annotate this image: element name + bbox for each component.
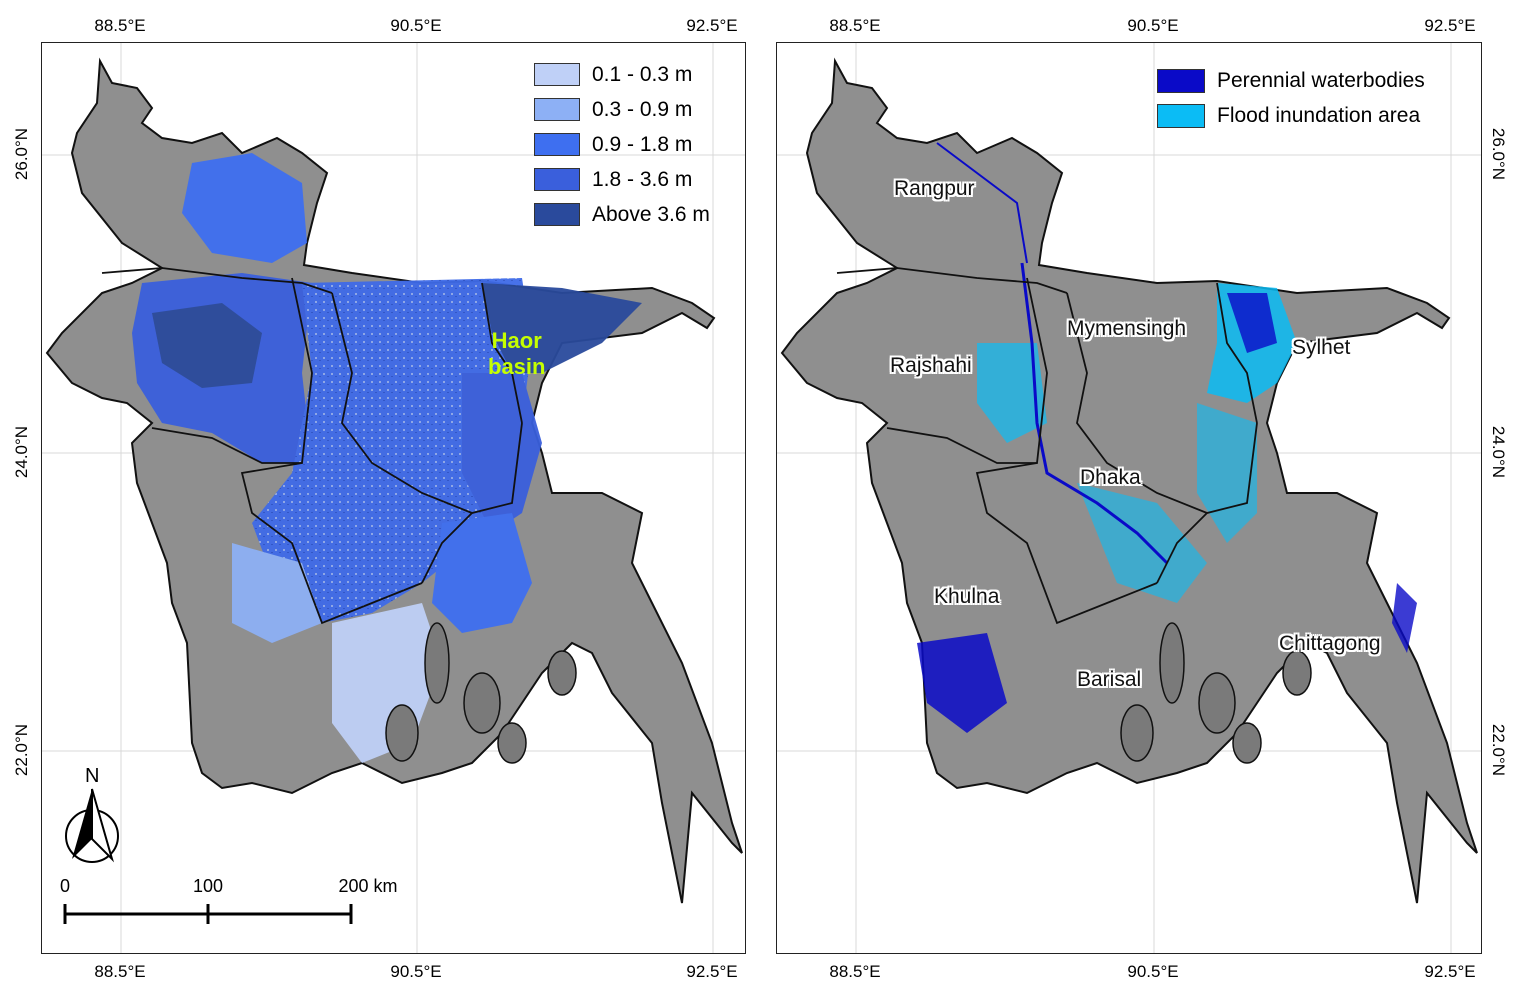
coastal-islands	[1120, 622, 1312, 764]
left-map-svg	[42, 43, 745, 953]
north-arrow-icon	[65, 788, 119, 863]
right-top-lon-3: 92.5°E	[1424, 16, 1476, 35]
legend-swatch	[534, 133, 580, 156]
right-map-panel: Perennial waterbodies Flood inundation a…	[776, 42, 1482, 954]
division-boundaries	[101, 267, 523, 625]
haor-line-2: basin	[488, 354, 546, 379]
division-label-rangpur: Rangpur	[894, 177, 975, 200]
legend-row-flood: Flood inundation area	[1157, 98, 1425, 133]
division-label-khulna: Khulna	[934, 585, 1000, 608]
right-lat-26: 26.0°N	[1489, 127, 1508, 181]
legend-label: 0.3 - 0.9 m	[592, 97, 693, 121]
left-bottom-lon-3: 92.5°E	[686, 962, 738, 981]
left-top-lon-2: 90.5°E	[390, 16, 442, 35]
coastal-islands	[385, 622, 577, 764]
haor-basin-label: Haor basin	[488, 328, 545, 380]
right-top-lon-1: 88.5°E	[829, 16, 881, 35]
scale-label-100: 100	[192, 876, 224, 896]
legend-label: Flood inundation area	[1217, 103, 1421, 127]
legend-row-perennial: Perennial waterbodies	[1157, 63, 1425, 98]
left-lat-24: 24.0°N	[12, 425, 31, 479]
flood-depth-overlay	[132, 153, 642, 763]
left-top-lon-1: 88.5°E	[94, 16, 146, 35]
left-bottom-lon-1: 88.5°E	[94, 962, 146, 981]
legend-label: 0.9 - 1.8 m	[592, 132, 693, 156]
legend-label: Perennial waterbodies	[1217, 68, 1425, 92]
right-top-lon-2: 90.5°E	[1127, 16, 1179, 35]
division-label-dhaka: Dhaka	[1080, 466, 1141, 489]
right-legend: Perennial waterbodies Flood inundation a…	[1157, 63, 1425, 133]
scale-bar	[63, 904, 353, 924]
legend-label: 0.1 - 0.3 m	[592, 62, 693, 86]
legend-swatch	[534, 98, 580, 121]
division-boundaries	[836, 267, 1258, 625]
legend-swatch	[534, 203, 580, 226]
legend-row-2: 0.3 - 0.9 m	[534, 92, 710, 127]
division-label-mymensingh: Mymensingh	[1067, 317, 1187, 340]
left-bottom-lon-2: 90.5°E	[390, 962, 442, 981]
scale-label-0: 0	[59, 876, 71, 896]
division-label-sylhet: Sylhet	[1292, 336, 1351, 359]
legend-swatch	[1157, 68, 1205, 93]
left-top-lon-3: 92.5°E	[686, 16, 738, 35]
haor-line-1: Haor	[491, 328, 542, 353]
right-map-svg	[777, 43, 1481, 953]
inundation-overlay	[917, 142, 1417, 733]
left-lat-22: 22.0°N	[12, 723, 31, 777]
left-legend: 0.1 - 0.3 m 0.3 - 0.9 m 0.9 - 1.8 m 1.8 …	[534, 57, 710, 232]
right-bottom-lon-1: 88.5°E	[829, 962, 881, 981]
legend-row-3: 0.9 - 1.8 m	[534, 127, 710, 162]
legend-row-4: 1.8 - 3.6 m	[534, 162, 710, 197]
legend-row-5: Above 3.6 m	[534, 197, 710, 232]
legend-swatch	[534, 168, 580, 191]
right-bottom-lon-3: 92.5°E	[1424, 962, 1476, 981]
left-map-panel: 0.1 - 0.3 m 0.3 - 0.9 m 0.9 - 1.8 m 1.8 …	[41, 42, 746, 954]
division-label-barisal: Barisal	[1077, 668, 1142, 691]
legend-row-1: 0.1 - 0.3 m	[534, 57, 710, 92]
north-label: N	[85, 765, 100, 787]
right-lat-22: 22.0°N	[1489, 723, 1508, 777]
legend-swatch	[534, 63, 580, 86]
legend-label: 1.8 - 3.6 m	[592, 167, 693, 191]
right-bottom-lon-2: 90.5°E	[1127, 962, 1179, 981]
left-lat-26: 26.0°N	[12, 127, 31, 181]
division-label-rajshahi: Rajshahi	[890, 354, 972, 377]
legend-label: Above 3.6 m	[592, 202, 710, 226]
scale-label-200: 200 km	[338, 876, 398, 896]
right-lat-24: 24.0°N	[1489, 425, 1508, 479]
legend-swatch	[1157, 103, 1205, 128]
division-label-chittagong: Chittagong	[1279, 632, 1381, 655]
